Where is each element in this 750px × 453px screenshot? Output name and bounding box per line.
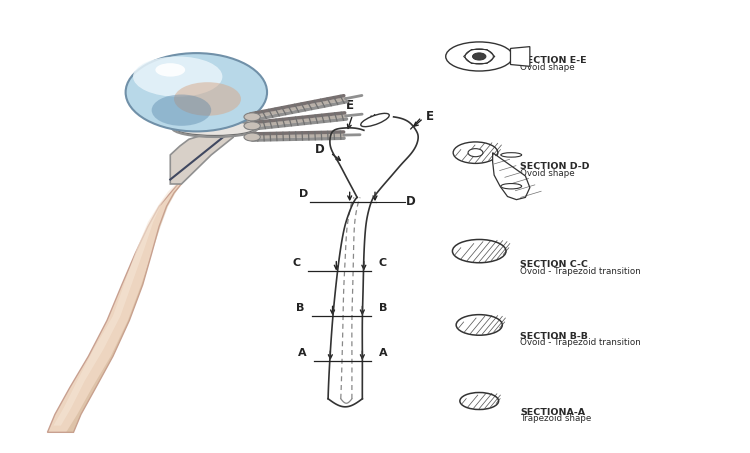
Ellipse shape <box>133 57 223 97</box>
Polygon shape <box>170 130 233 184</box>
Text: SECTION C-C: SECTION C-C <box>520 260 588 269</box>
Ellipse shape <box>460 392 499 410</box>
Text: B: B <box>296 303 304 313</box>
Ellipse shape <box>125 53 267 131</box>
Ellipse shape <box>155 63 185 77</box>
Text: C: C <box>292 258 301 268</box>
Ellipse shape <box>468 149 483 157</box>
Text: Ovoid - Trapezoid transition: Ovoid - Trapezoid transition <box>520 338 641 347</box>
Ellipse shape <box>244 133 260 141</box>
Text: Ovoid - Trapezoid transition: Ovoid - Trapezoid transition <box>520 267 641 276</box>
Text: D: D <box>315 143 325 156</box>
Text: D: D <box>406 195 416 208</box>
Text: Ovoid shape: Ovoid shape <box>520 169 574 178</box>
Ellipse shape <box>446 42 513 71</box>
Ellipse shape <box>244 122 260 130</box>
Text: E: E <box>346 99 354 112</box>
Ellipse shape <box>453 142 498 164</box>
Ellipse shape <box>172 119 258 137</box>
Text: B: B <box>379 303 387 313</box>
Text: C: C <box>379 258 387 268</box>
Text: SECTIONA-A: SECTIONA-A <box>520 408 585 417</box>
Ellipse shape <box>244 113 260 121</box>
Ellipse shape <box>501 183 522 189</box>
Text: A: A <box>298 348 307 358</box>
Ellipse shape <box>174 82 241 116</box>
Polygon shape <box>66 184 182 432</box>
Text: SECTION E-E: SECTION E-E <box>520 57 586 65</box>
Text: E: E <box>425 111 433 123</box>
Ellipse shape <box>456 315 503 335</box>
Polygon shape <box>53 184 178 426</box>
Ellipse shape <box>361 113 389 127</box>
Ellipse shape <box>452 240 506 263</box>
Text: Ovoid shape: Ovoid shape <box>520 63 574 72</box>
Text: SECTION D-D: SECTION D-D <box>520 163 590 172</box>
Polygon shape <box>47 184 182 432</box>
Text: Trapezoid shape: Trapezoid shape <box>520 414 592 424</box>
Polygon shape <box>511 47 530 66</box>
Ellipse shape <box>501 153 522 157</box>
Polygon shape <box>493 153 530 200</box>
Ellipse shape <box>465 49 494 64</box>
Text: SECTION B-B: SECTION B-B <box>520 332 588 341</box>
Ellipse shape <box>472 53 486 60</box>
Ellipse shape <box>152 95 211 126</box>
Text: D: D <box>298 189 308 199</box>
Text: A: A <box>379 348 387 358</box>
